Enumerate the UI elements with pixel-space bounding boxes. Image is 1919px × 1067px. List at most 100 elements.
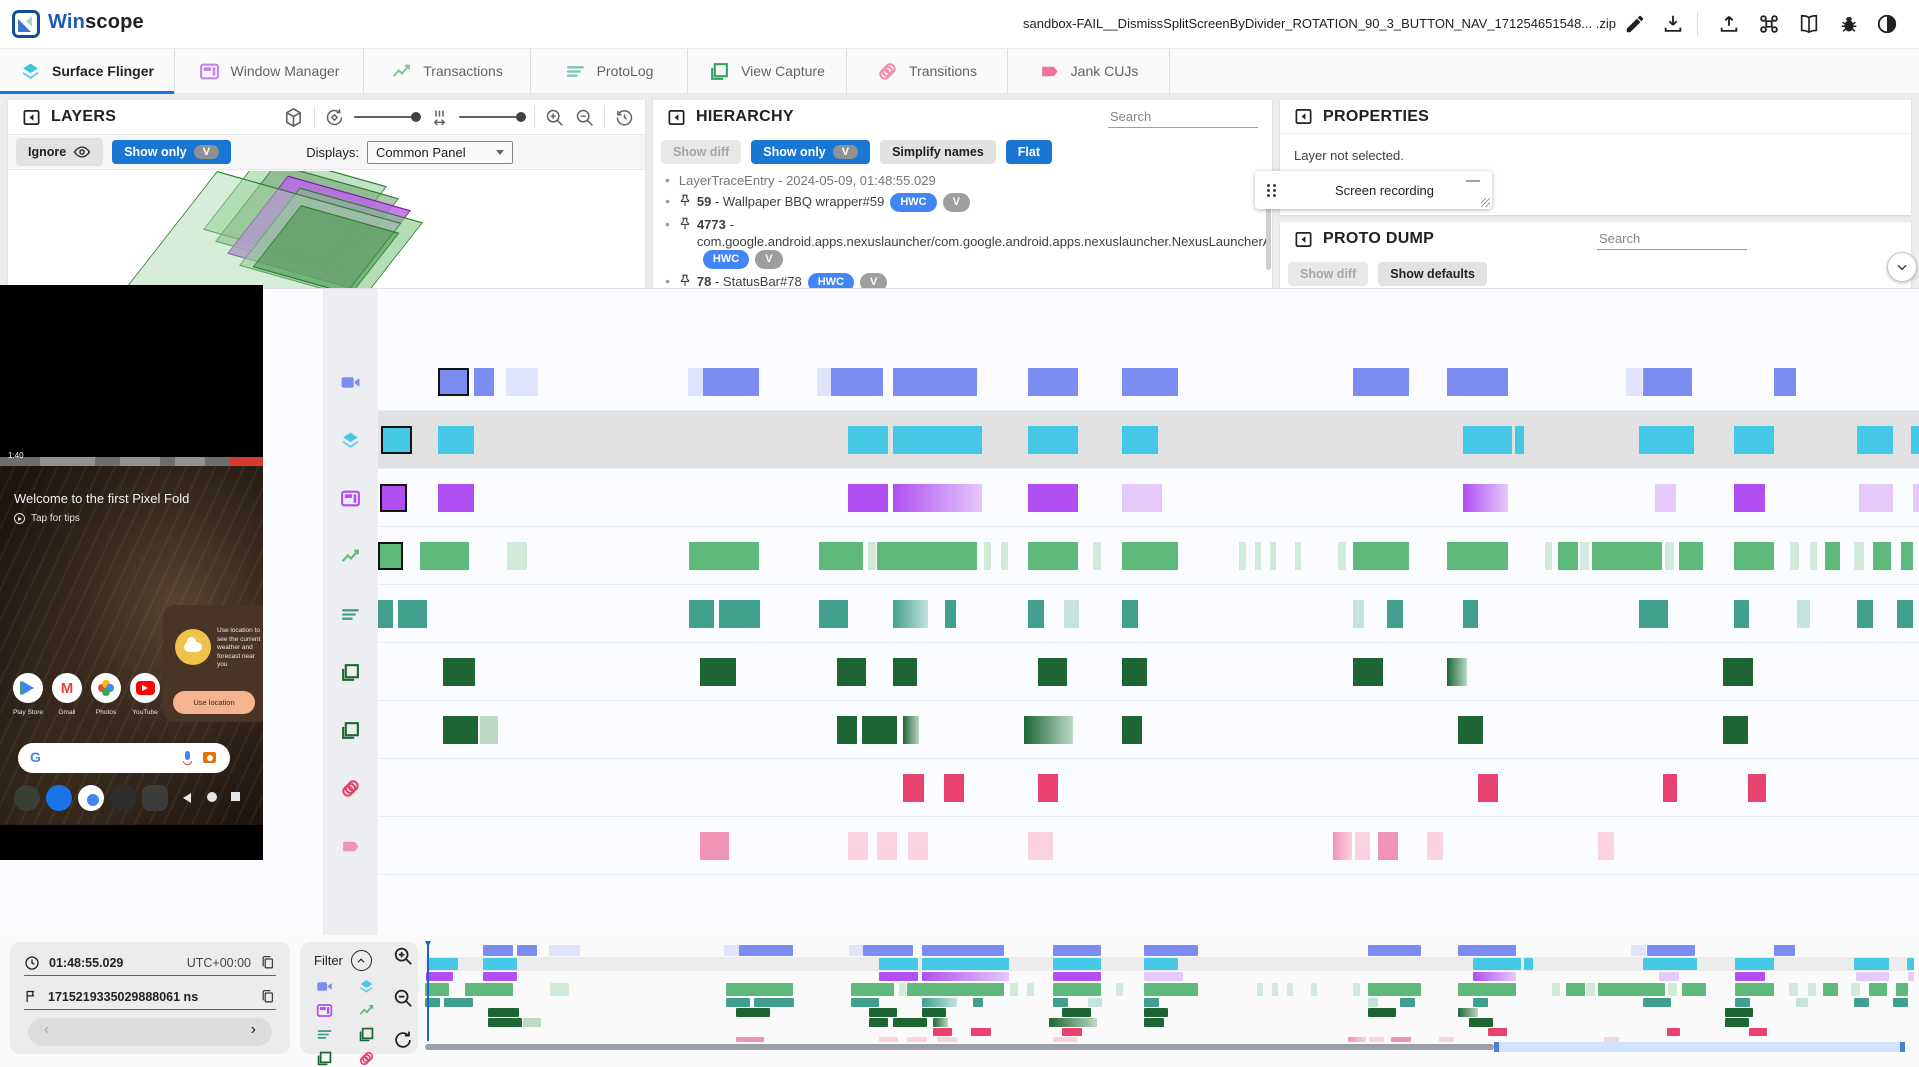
selection-handle-right[interactable] [1900,1042,1906,1052]
trace-block[interactable] [972,998,984,1007]
trace-block[interactable] [724,945,740,956]
lens-camera-icon[interactable] [203,752,216,763]
trace-block[interactable] [850,983,895,996]
trace-block[interactable] [937,1037,957,1042]
hierarchy-node[interactable]: • 78 - StatusBar#78 HWC V [653,271,1266,288]
trace-block[interactable] [818,600,848,628]
trace-block[interactable] [700,832,730,860]
trace-block[interactable] [892,600,929,628]
trace-block[interactable] [1353,658,1383,686]
trace-block[interactable] [1774,368,1796,396]
trace-block[interactable] [1063,600,1080,628]
chart-filter-icon[interactable] [358,1002,375,1019]
trace-block[interactable] [1333,832,1352,860]
trace-block[interactable] [1647,945,1696,956]
trace-block[interactable] [1851,983,1861,996]
trace-block[interactable] [1338,542,1346,570]
trace-block[interactable] [922,1008,947,1017]
trace-block[interactable] [1626,368,1642,396]
trace-block[interactable] [725,998,750,1007]
trace-block[interactable] [1478,774,1499,802]
trace-block[interactable] [1378,832,1399,860]
trace-block[interactable] [1908,972,1914,981]
trace-block[interactable] [438,368,469,396]
trace-block[interactable] [1122,368,1178,396]
mini-row-jank-cujs[interactable] [425,1037,1914,1042]
nav-recents-button[interactable] [231,792,240,801]
trace-block[interactable] [1473,958,1517,970]
trace-block[interactable] [1367,945,1422,956]
trace-block[interactable] [908,832,929,860]
trace-block[interactable] [1631,945,1646,956]
trace-block[interactable] [1028,426,1078,454]
trace-block[interactable] [473,368,494,396]
trace-block[interactable] [718,600,761,628]
trace-block[interactable] [1511,958,1521,970]
trace-block[interactable] [922,958,1009,970]
timeline-track[interactable] [378,411,1919,469]
video-camera-filter-icon[interactable] [316,978,333,995]
trace-block[interactable] [1893,998,1909,1007]
trace-block[interactable] [1387,600,1403,628]
layers-3d-viewer[interactable] [8,171,645,288]
show-only-v-button[interactable]: Show only V [112,140,232,164]
trace-block[interactable] [1558,542,1579,570]
trace-block[interactable] [892,484,983,512]
trace-block[interactable] [1000,542,1009,570]
mini-row-view-capture-2[interactable] [425,1018,1914,1027]
trace-block[interactable] [1144,983,1198,996]
trace-block[interactable] [1565,983,1585,996]
timeline-track[interactable] [378,527,1919,585]
trace-block[interactable] [877,832,898,860]
timeline-track[interactable] [378,759,1919,817]
trace-block[interactable] [1552,983,1560,996]
trace-block[interactable] [548,945,580,956]
trace-block[interactable] [1391,1037,1411,1042]
trace-block[interactable] [1447,658,1468,686]
shortcuts-icon[interactable] [1758,13,1780,35]
mini-timeline-selection[interactable] [1494,1042,1906,1052]
trace-block[interactable] [1544,542,1553,570]
trace-block[interactable] [1659,972,1679,981]
app-icon-gmail[interactable]: M Gmail [47,673,87,716]
trace-block[interactable] [1824,542,1841,570]
trace-block[interactable] [725,983,793,996]
flat-button[interactable]: Flat [1005,140,1053,164]
trace-block[interactable] [550,983,570,996]
trace-block[interactable] [892,1018,927,1027]
trace-block[interactable] [425,983,449,996]
hierarchy-scrollbar[interactable] [1266,200,1271,270]
use-location-button[interactable]: Use location [173,691,255,714]
trace-block[interactable] [700,658,736,686]
trace-block[interactable] [1367,998,1378,1007]
trace-block[interactable] [1458,983,1517,996]
rotation-icon[interactable] [324,107,345,128]
show-diff-button[interactable]: Show diff [661,140,742,164]
trace-block[interactable] [817,368,832,396]
trace-block[interactable] [1896,983,1909,996]
trace-block[interactable] [505,368,539,396]
collapse-section-button[interactable] [1887,252,1917,282]
google-search-bar[interactable]: G [18,743,230,773]
trace-block[interactable] [379,484,408,512]
timeline-cursor[interactable] [425,941,431,1041]
trace-block[interactable] [1352,983,1361,996]
download-icon[interactable] [1662,13,1684,35]
trace-block[interactable] [1144,1018,1164,1027]
copy-icon[interactable] [260,955,276,971]
trace-block[interactable] [1122,484,1163,512]
trace-block[interactable] [1254,542,1261,570]
trace-block[interactable] [1458,945,1517,956]
trace-block[interactable] [425,998,440,1007]
timeline-row-surface-flinger[interactable] [323,411,1919,469]
trace-block[interactable] [381,426,412,454]
timeline-row-window-manager[interactable] [323,469,1919,527]
trace-block[interactable] [1427,832,1443,860]
app-icon-photos[interactable]: Photos [86,673,126,716]
trace-block[interactable] [1598,983,1666,996]
trace-block[interactable] [1287,983,1294,996]
trace-block[interactable] [1037,774,1058,802]
trace-block[interactable] [922,972,1009,981]
mini-timeline[interactable] [425,941,1914,1053]
timeline-reset-zoom-icon[interactable] [392,1029,414,1051]
